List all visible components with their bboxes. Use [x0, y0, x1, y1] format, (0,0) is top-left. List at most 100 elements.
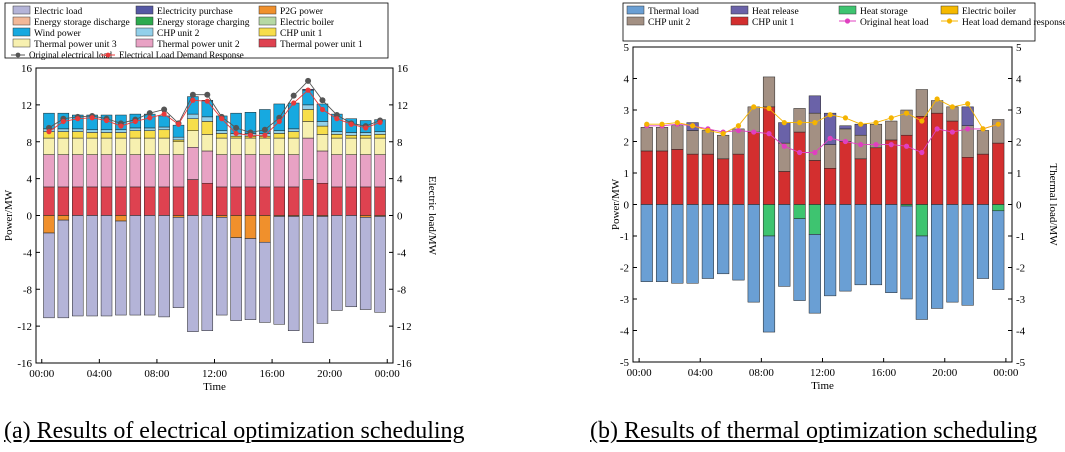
x-tick-label: 08:00: [749, 367, 775, 379]
y-tick-label: -8: [23, 284, 33, 296]
bar-segment: [259, 137, 271, 155]
y-tick-label: -1: [620, 231, 629, 243]
line-point: [89, 115, 95, 121]
line-point: [919, 118, 925, 124]
bar-segment: [345, 186, 357, 216]
bar-segment: [345, 137, 357, 155]
bar-segment: [158, 186, 170, 216]
legend-label: Electric load: [34, 7, 83, 17]
bar-segment: [43, 186, 55, 216]
bar-segment: [287, 131, 300, 139]
line-point: [147, 115, 153, 121]
y-tick-label: -2: [620, 263, 629, 275]
bar-segment: [86, 132, 98, 139]
y2-tick-label: 0: [1016, 200, 1022, 212]
bar-segment: [778, 122, 791, 144]
bar-segment: [115, 215, 127, 222]
bar-segment: [273, 130, 285, 134]
bar-segment: [287, 216, 300, 331]
series-line: [48, 89, 381, 136]
legend-swatch: [730, 5, 749, 15]
series-line: [48, 80, 381, 133]
bar-segment: [762, 106, 776, 205]
bar-segment: [359, 215, 372, 218]
line-point: [290, 92, 297, 99]
line-point: [233, 124, 240, 131]
bar-segment: [808, 234, 821, 314]
line-point: [132, 118, 138, 125]
legend-label: CHP unit 1: [752, 18, 795, 28]
bar-segment: [172, 124, 185, 138]
bar-segment: [144, 137, 156, 155]
y-tick-label: 5: [624, 42, 630, 54]
y-tick-label: 3: [624, 105, 630, 117]
y2-tick-label: -2: [1016, 263, 1025, 275]
line-point: [796, 120, 803, 126]
bar-segment: [57, 131, 70, 139]
bar-segment: [187, 118, 199, 131]
bar-segment: [72, 128, 84, 132]
bar-segment: [655, 150, 669, 205]
bar-segment: [316, 182, 329, 216]
x-tick-label: 04:00: [87, 368, 113, 380]
bar-segment: [244, 154, 257, 188]
bar-segment: [701, 204, 714, 279]
bar-segment: [976, 153, 990, 205]
bar-segment: [158, 126, 170, 131]
bar-segment: [158, 129, 170, 139]
line-point: [827, 135, 833, 141]
line-point: [60, 118, 66, 125]
bar-segment: [230, 186, 242, 216]
line-point: [934, 126, 940, 132]
legend-label: Thermal power unit 3: [34, 40, 117, 50]
bar-segment: [57, 219, 70, 319]
y2-axis-label: Electric load/MW: [426, 176, 438, 256]
bar-segment: [686, 204, 699, 284]
bar-segment: [259, 241, 271, 323]
bar-segment: [57, 128, 70, 132]
bar-segment: [287, 186, 300, 216]
legend-label: Energy storage discharge: [34, 18, 130, 28]
line-point: [644, 121, 650, 127]
y2-tick-label: 2: [1016, 137, 1022, 149]
line-point: [766, 105, 772, 112]
bar-segment: [747, 204, 760, 303]
bar-segment: [717, 134, 730, 160]
bar-segment: [215, 217, 228, 316]
bar-segment: [215, 215, 228, 218]
x-tick-label: 00:00: [627, 367, 653, 379]
line-point: [735, 127, 742, 134]
bar-segment: [961, 157, 974, 205]
bar-segment: [100, 132, 113, 139]
legend-marker: [105, 52, 111, 58]
bar-segment: [302, 121, 314, 139]
x-tick-label: 20:00: [317, 368, 343, 380]
line-point: [858, 121, 864, 127]
bar-segment: [230, 137, 242, 155]
x-tick-label: 04:00: [688, 367, 714, 379]
bar-segment: [976, 130, 990, 155]
line-point: [262, 132, 268, 138]
bar-segment: [100, 129, 113, 133]
bar-segment: [187, 130, 199, 148]
y-tick-label: -5: [620, 357, 630, 369]
y-tick-label: -16: [17, 358, 32, 370]
y-tick-label: 0: [624, 200, 630, 212]
bar-segment: [717, 158, 730, 205]
bar-segment: [201, 215, 214, 331]
legend-swatch: [626, 16, 645, 26]
bar-segment: [885, 139, 898, 205]
bar-segment: [187, 113, 199, 119]
bar-segment: [992, 204, 1005, 212]
bar-segment: [762, 204, 776, 237]
bar-segment: [316, 216, 329, 324]
legend-marker: [946, 18, 953, 24]
series-line: [646, 123, 999, 154]
bar-segment: [778, 204, 791, 287]
caption-electrical: (a) Results of electrical optimization s…: [4, 418, 465, 444]
bar-segment: [374, 154, 386, 188]
bar-segment: [215, 154, 228, 188]
legend-label: Wind power: [34, 29, 82, 39]
line-point: [903, 143, 910, 149]
line-point: [161, 111, 167, 117]
